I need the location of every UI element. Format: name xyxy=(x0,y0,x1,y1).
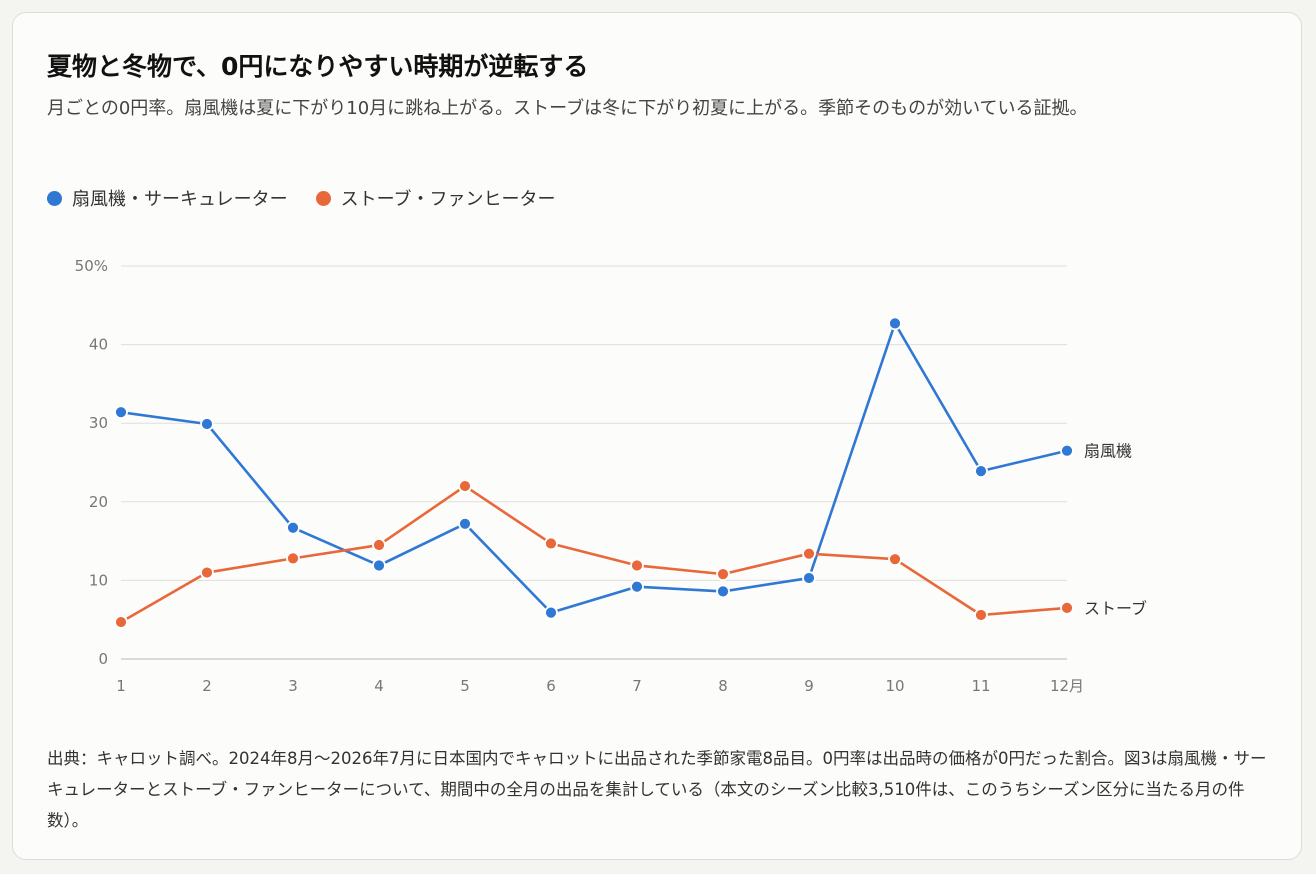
x-tick-label-5: 5 xyxy=(460,677,470,695)
data-point-fan-12 xyxy=(1060,443,1074,458)
series-line-fan xyxy=(119,322,1069,614)
series-end-label-stove: ストーブ xyxy=(1084,599,1147,618)
data-point-fan-2 xyxy=(200,417,214,431)
data-point-fan-7 xyxy=(630,579,644,594)
source-note: 出典：キャロット調べ。2024年8月〜2026年7月に日本国内でキャロットに出品… xyxy=(47,749,1267,830)
y-tick-label-30: 30 xyxy=(89,414,108,432)
legend-item-stove: ストーブ・ファンヒーター xyxy=(315,185,556,211)
series-end-label-fan: 扇風機 xyxy=(1084,442,1132,461)
y-tick-label-40: 40 xyxy=(89,336,108,354)
data-point-stove-7 xyxy=(630,558,644,573)
chart-title: 夏物と冬物で、0円になりやすい時期が逆転する xyxy=(47,52,589,81)
data-point-stove-5 xyxy=(458,479,472,493)
data-point-fan-9 xyxy=(802,571,816,585)
x-tick-label-3: 3 xyxy=(288,677,298,695)
y-tick-label-20: 20 xyxy=(89,493,108,511)
x-tick-label-6: 6 xyxy=(546,677,556,695)
legend-item-fan: 扇風機・サーキュレーター xyxy=(47,185,288,211)
data-point-fan-8 xyxy=(716,584,730,599)
y-tick-label-0: 0 xyxy=(98,650,108,668)
data-point-stove-12 xyxy=(1060,601,1074,615)
data-point-fan-4 xyxy=(372,558,386,573)
x-tick-label-10: 10 xyxy=(885,677,904,695)
x-tick-label-4: 4 xyxy=(374,677,384,695)
data-point-stove-6 xyxy=(544,536,558,551)
x-tick-label-12: 12月 xyxy=(1050,677,1084,695)
data-point-stove-4 xyxy=(372,538,386,552)
legend-dot-stove-icon xyxy=(315,190,331,206)
data-point-fan-10 xyxy=(888,316,902,331)
chart-subtitle: 月ごとの0円率。扇風機は夏に下がり10月に跳ね上がる。ストーブは冬に下がり初夏に… xyxy=(47,98,1088,119)
data-point-stove-10 xyxy=(888,552,902,567)
data-point-stove-3 xyxy=(286,551,300,566)
chart-card: 夏物と冬物で、0円になりやすい時期が逆転する 月ごとの0円率。扇風機は夏に下がり… xyxy=(12,12,1302,860)
data-point-fan-3 xyxy=(286,520,300,535)
data-point-stove-2 xyxy=(200,565,214,580)
data-point-stove-8 xyxy=(716,567,730,582)
x-tick-label-7: 7 xyxy=(632,677,642,695)
data-point-stove-11 xyxy=(974,608,988,622)
y-tick-label-50: 50% xyxy=(75,257,108,275)
x-tick-label-9: 9 xyxy=(804,677,814,695)
y-tick-label-10: 10 xyxy=(89,571,108,589)
data-point-stove-1 xyxy=(114,615,128,629)
data-point-stove-9 xyxy=(802,546,816,561)
legend: 扇風機・サーキュレーター ストーブ・ファンヒーター xyxy=(47,183,584,213)
data-point-fan-1 xyxy=(114,405,128,420)
data-point-fan-5 xyxy=(458,516,472,531)
data-point-fan-6 xyxy=(544,605,558,620)
legend-dot-fan-icon xyxy=(47,190,62,206)
x-tick-label-1: 1 xyxy=(116,677,126,695)
x-tick-label-11: 11 xyxy=(971,677,990,695)
x-tick-label-8: 8 xyxy=(718,677,728,695)
legend-label-fan: 扇風機・サーキュレーター xyxy=(72,189,288,210)
legend-label-stove: ストーブ・ファンヒーター xyxy=(340,189,556,210)
data-point-fan-11 xyxy=(974,464,988,479)
series-line-stove xyxy=(119,484,1069,624)
x-tick-label-2: 2 xyxy=(202,677,212,695)
